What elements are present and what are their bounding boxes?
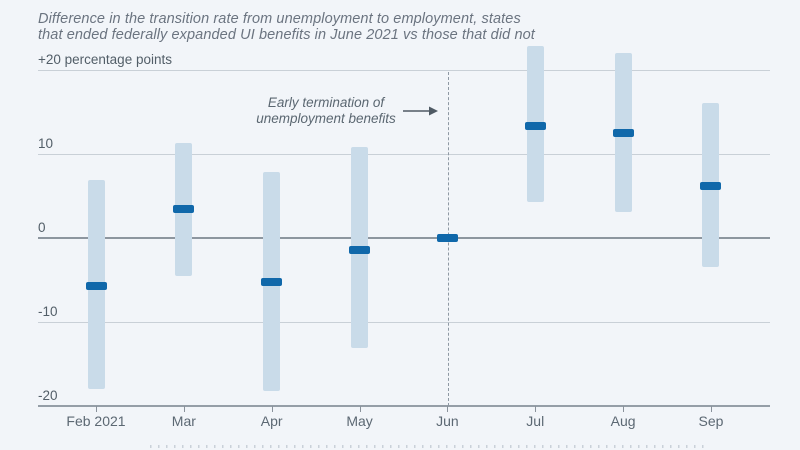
y-tick-label: 0 <box>38 220 46 235</box>
x-axis-tick <box>183 406 185 412</box>
x-axis-tick <box>271 406 273 412</box>
y-tick-label: -20 <box>38 387 58 403</box>
x-tick-label: Apr <box>260 413 283 429</box>
x-tick-label: May <box>346 413 373 429</box>
chart-title: Difference in the transition rate from u… <box>38 11 535 43</box>
x-axis-tick <box>535 406 537 412</box>
x-axis-tick <box>710 406 712 412</box>
x-axis-line <box>38 405 770 407</box>
x-tick-label: Jul <box>526 413 545 429</box>
gridline <box>38 321 770 323</box>
x-tick-label: Aug <box>610 413 636 429</box>
y-tick-label: -10 <box>38 303 58 319</box>
estimate-marker <box>173 205 195 214</box>
y-tick-label: +20 percentage points <box>38 52 172 68</box>
x-axis-tick <box>359 406 361 412</box>
estimate-marker <box>261 278 283 287</box>
x-tick-label: Mar <box>171 413 196 429</box>
chart-title-line1: Difference in the transition rate from u… <box>38 11 521 27</box>
estimate-marker <box>436 234 458 242</box>
x-axis-tick <box>447 406 449 412</box>
estimate-marker <box>349 245 371 254</box>
annotation-arrow-icon <box>403 106 438 116</box>
estimate-marker <box>524 121 546 130</box>
x-axis-tick <box>623 406 625 412</box>
estimate-marker <box>612 129 634 138</box>
gridline <box>38 154 770 156</box>
chart-title-line2: that ended federally expanded UI benefit… <box>38 26 535 43</box>
estimate-marker <box>85 281 107 290</box>
event-annotation-line2: unemployment benefits <box>256 111 396 126</box>
gridline <box>38 70 770 72</box>
event-annotation: Early termination of unemployment benefi… <box>252 95 400 127</box>
y-tick-label: 10 <box>38 136 54 152</box>
estimate-marker <box>700 182 722 190</box>
x-tick-label: Feb 2021 <box>66 413 126 429</box>
event-annotation-line1: Early termination of <box>267 95 385 110</box>
x-axis-tick <box>96 406 97 412</box>
x-tick-label: Sep <box>698 413 724 429</box>
clipped-source-note <box>150 445 710 450</box>
x-tick-label: Jun <box>436 413 459 429</box>
zero-gridline <box>38 237 770 239</box>
